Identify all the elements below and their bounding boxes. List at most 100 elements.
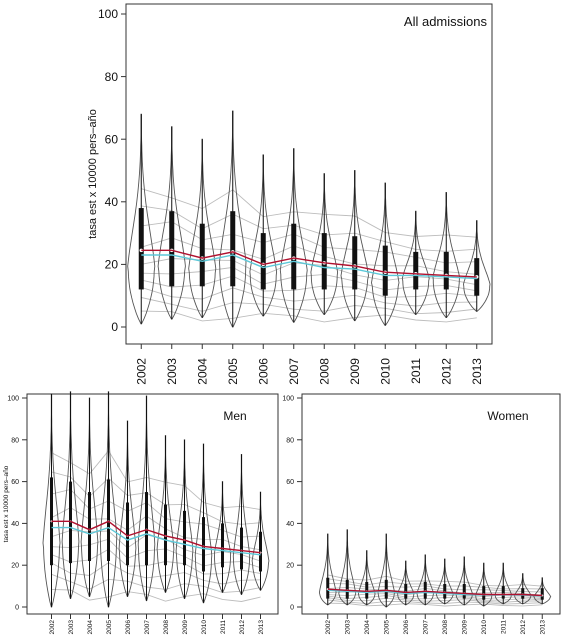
background-line	[51, 450, 261, 511]
y-tick-label: 20	[286, 563, 294, 570]
x-tick-label: 2002	[134, 358, 148, 385]
y-tick-label: 40	[11, 521, 19, 528]
background-line	[141, 258, 477, 286]
y-tick-label: 100	[98, 7, 118, 21]
box-2006	[126, 502, 129, 566]
y-tick-label: 80	[286, 437, 294, 444]
y-tick-label: 60	[286, 479, 294, 486]
background-line	[327, 578, 543, 590]
background-line	[327, 583, 543, 593]
x-tick-label: 2003	[345, 620, 352, 635]
y-tick-label: 40	[105, 195, 119, 209]
box-2004	[199, 223, 205, 287]
x-tick-label: 2011	[501, 620, 508, 634]
x-tick-label: 2006	[256, 358, 270, 385]
median-line	[141, 249, 477, 278]
background-line	[51, 471, 261, 525]
box-2010	[202, 517, 205, 572]
x-tick-label: 2006	[125, 620, 132, 635]
box-2012	[443, 251, 449, 290]
box-2013	[540, 588, 544, 600]
panel-women: 0 20 40 60 80 100 2002 2003 2004 2005 2006 2007 2008…	[282, 393, 561, 635]
y-tick-label: 80	[11, 437, 19, 444]
y-tick-label: 0	[15, 604, 19, 611]
violin-2010	[475, 562, 493, 607]
background-line	[51, 588, 261, 602]
background-lines	[51, 450, 261, 602]
x-tick-label: 2008	[317, 358, 331, 385]
background-line	[51, 507, 261, 551]
background-line	[141, 286, 477, 307]
violin-2006	[249, 154, 278, 317]
x-tick-label: 2010	[378, 358, 392, 385]
x-tick-label: 2006	[403, 620, 410, 635]
x-tick-label: 2012	[520, 620, 527, 635]
y-tick-label: 0	[111, 320, 118, 334]
y-tick-label: 60	[105, 132, 119, 146]
x-tick-label: 2011	[220, 620, 227, 634]
panel-all-admissions: 0 20 40 60 80 100 tasa est x 10000 pers–año 200…	[87, 3, 493, 385]
x-tick-label: 2004	[87, 620, 94, 635]
background-line	[51, 562, 261, 585]
x-tick-label: 2005	[384, 620, 391, 635]
x-tick-label: 2003	[68, 620, 75, 635]
background-line	[51, 573, 261, 594]
x-tick-label: 2010	[481, 620, 488, 635]
y-axis-label: tasa est x 10000 pers–año	[3, 465, 10, 542]
x-tick-label: 2013	[258, 620, 265, 635]
median-dot-2002	[139, 248, 143, 253]
background-line	[327, 574, 543, 587]
background-line	[51, 489, 261, 538]
box-2009	[183, 510, 186, 566]
violin-2008	[156, 435, 175, 593]
x-tick-label: 2013	[540, 620, 547, 635]
plot-frame	[125, 3, 493, 345]
x-tick-label: 2002	[49, 620, 56, 635]
background-line	[141, 297, 477, 315]
x-tick-label: 2007	[144, 620, 151, 635]
x-tick-label: 2005	[226, 358, 240, 385]
x-tick-label: 2012	[439, 358, 453, 385]
plot-frame	[26, 393, 279, 615]
x-tick-label: 2002	[325, 620, 332, 635]
y-axis-label: tasa est x 10000 pers–año	[87, 109, 99, 239]
y-tick-label: 0	[290, 604, 294, 611]
y-tick-label: 40	[286, 521, 294, 528]
box-2011	[221, 523, 224, 568]
background-line	[141, 188, 477, 238]
background-line	[51, 538, 261, 569]
y-tick-label: 20	[11, 563, 19, 570]
panel-title: All admissions	[404, 14, 488, 29]
box-2006	[260, 233, 266, 290]
mean-line	[51, 526, 261, 556]
violin-2008	[435, 558, 454, 605]
x-tick-label: 2007	[287, 358, 301, 385]
plot-frame	[301, 393, 561, 615]
violin-2005	[219, 110, 247, 328]
background-line	[141, 266, 477, 292]
background-line	[327, 595, 543, 601]
y-tick-label: 100	[7, 395, 19, 402]
x-tick-label: 2005	[106, 620, 113, 635]
box-2009	[352, 236, 358, 290]
y-tick-label: 80	[105, 70, 119, 84]
box-2004	[88, 492, 91, 562]
background-line	[327, 602, 543, 607]
x-tick-label: 2010	[201, 620, 208, 635]
x-tick-label: 2004	[364, 620, 371, 635]
background-line	[141, 205, 477, 252]
violin-2008	[310, 173, 339, 315]
median-line	[327, 588, 543, 597]
background-line	[141, 221, 477, 264]
x-tick-label: 2008	[163, 620, 170, 635]
violin-2010	[371, 182, 400, 326]
x-tick-label: 2008	[442, 620, 449, 635]
violin-2002	[42, 393, 61, 608]
box-2012	[240, 527, 243, 570]
violin-2012	[432, 191, 460, 319]
y-tick-label: 100	[282, 395, 294, 402]
violin-2009	[455, 556, 473, 606]
y-tick-label: 20	[105, 258, 119, 272]
x-tick-label: 2009	[182, 620, 189, 635]
